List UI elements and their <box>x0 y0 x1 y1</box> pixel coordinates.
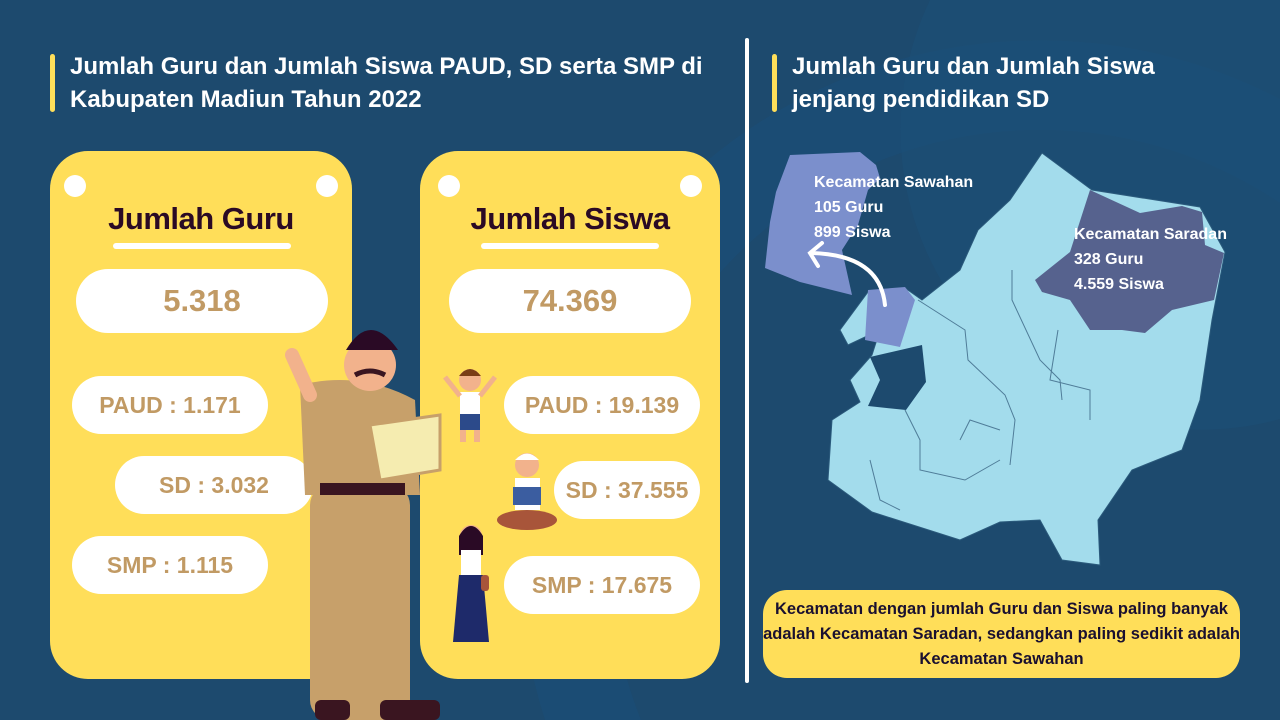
saradan-name: Kecamatan Saradan <box>1074 226 1227 243</box>
card-hole <box>680 175 702 197</box>
label-saradan: Kecamatan Saradan 328 Guru 4.559 Siswa <box>1074 222 1227 297</box>
reading-child-illustration <box>497 453 557 530</box>
teacher-illustration <box>285 330 442 720</box>
right-title: Jumlah Guru dan Jumlah Siswa jenjang pen… <box>772 50 1232 116</box>
guru-smp: SMP : 1.115 <box>72 536 268 594</box>
sawahan-name: Kecamatan Sawahan <box>814 174 974 191</box>
saradan-guru: 328 Guru <box>1074 251 1144 268</box>
siswa-sd: SD : 37.555 <box>554 461 700 519</box>
siswa-smp: SMP : 17.675 <box>504 556 700 614</box>
saradan-siswa: 4.559 Siswa <box>1074 276 1164 293</box>
heading-underline <box>481 243 659 249</box>
map-region-saradan <box>1035 190 1224 333</box>
sawahan-siswa: 899 Siswa <box>814 224 891 241</box>
card-hole <box>64 175 86 197</box>
guru-sd: SD : 3.032 <box>115 456 313 514</box>
left-title: Jumlah Guru dan Jumlah Siswa PAUD, SD se… <box>50 50 710 116</box>
boy-illustration <box>443 369 497 442</box>
heading-underline <box>113 243 291 249</box>
card-hole <box>316 175 338 197</box>
map-region-hole <box>868 345 926 410</box>
label-sawahan: Kecamatan Sawahan 105 Guru 899 Siswa <box>814 170 973 245</box>
girl-illustration <box>453 525 489 642</box>
district-borders <box>869 270 1091 511</box>
arrow-icon <box>810 251 887 307</box>
siswa-total: 74.369 <box>449 269 691 333</box>
summary-note: Kecamatan dengan jumlah Guru dan Siswa p… <box>763 590 1240 678</box>
arrow-head-icon <box>807 241 824 268</box>
siswa-paud: PAUD : 19.139 <box>504 376 700 434</box>
guru-paud: PAUD : 1.171 <box>72 376 268 434</box>
card-hole <box>438 175 460 197</box>
guru-heading: Jumlah Guru <box>108 201 294 236</box>
guru-total: 5.318 <box>76 269 328 333</box>
map-region-sawahan <box>765 152 915 347</box>
sawahan-guru: 105 Guru <box>814 199 884 216</box>
divider <box>745 38 749 683</box>
siswa-heading: Jumlah Siswa <box>470 201 670 236</box>
